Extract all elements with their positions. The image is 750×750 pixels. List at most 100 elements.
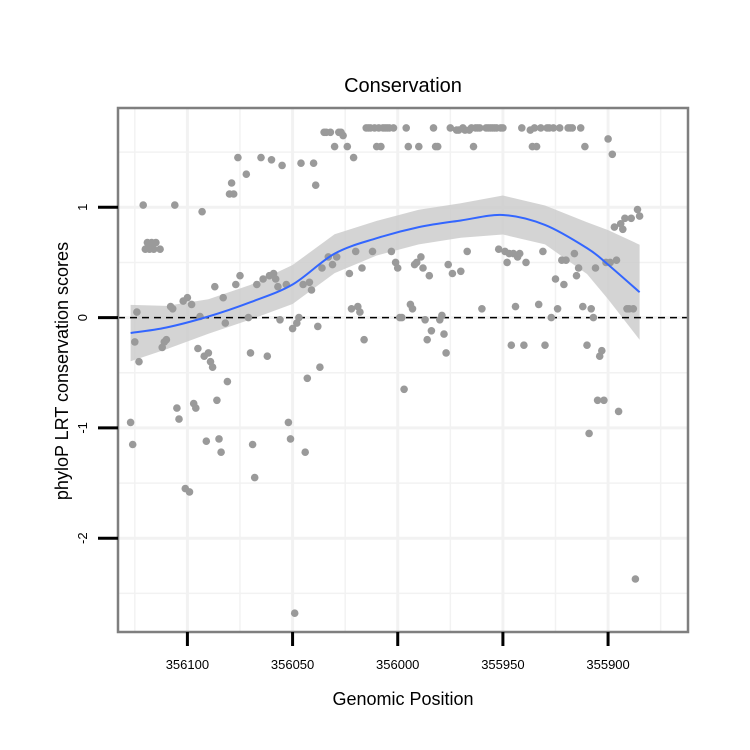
data-point	[267, 156, 276, 164]
data-point	[246, 349, 255, 357]
grid-lines	[118, 108, 688, 632]
data-point	[534, 300, 543, 309]
data-point	[150, 245, 158, 253]
data-point	[215, 435, 223, 443]
data-point	[507, 341, 516, 350]
data-point	[211, 282, 219, 291]
data-point	[551, 275, 560, 283]
data-point	[171, 201, 179, 209]
data-point	[221, 319, 230, 327]
data-point	[271, 275, 280, 283]
data-point	[257, 153, 265, 162]
data-point	[612, 256, 621, 265]
data-point	[425, 271, 434, 280]
data-point	[429, 124, 438, 132]
data-point	[499, 124, 507, 132]
data-point	[530, 124, 539, 132]
data-point	[133, 308, 141, 316]
data-point	[511, 302, 520, 311]
data-point	[562, 256, 570, 265]
data-point	[600, 396, 608, 405]
x-tick-label: 355900	[586, 657, 629, 672]
data-point	[537, 124, 545, 132]
data-point	[345, 269, 354, 278]
chart-title: Conservation	[344, 75, 462, 97]
data-point	[633, 205, 642, 214]
data-point	[339, 131, 347, 140]
data-point	[360, 335, 368, 344]
data-point	[427, 327, 436, 335]
data-point	[252, 280, 261, 289]
data-point	[194, 344, 202, 353]
data-point	[309, 159, 318, 167]
x-tick-label: 356100	[166, 657, 209, 672]
data-point	[156, 245, 164, 253]
data-point	[585, 429, 593, 438]
data-point	[276, 316, 284, 324]
data-point	[244, 313, 253, 322]
smooth-trend-line	[130, 213, 641, 334]
data-point	[229, 190, 238, 198]
data-point	[593, 396, 602, 405]
data-point	[305, 278, 314, 287]
data-point	[307, 286, 316, 294]
data-point	[311, 181, 320, 189]
data-point	[232, 280, 240, 289]
data-point	[423, 335, 432, 344]
data-point	[303, 374, 312, 383]
data-point	[135, 357, 143, 366]
data-point	[290, 609, 299, 617]
data-point	[469, 142, 478, 151]
plot-area	[118, 108, 688, 632]
data-point	[553, 305, 562, 313]
data-point	[446, 124, 455, 132]
confidence-band	[130, 195, 640, 362]
data-point	[242, 170, 251, 178]
data-point	[250, 473, 259, 482]
data-point	[598, 346, 606, 355]
data-point	[570, 249, 579, 258]
data-point	[608, 150, 617, 159]
data-point	[387, 247, 396, 256]
y-tick-label: -2	[75, 532, 90, 544]
data-point	[173, 404, 181, 412]
data-point	[398, 313, 406, 322]
data-point	[614, 407, 623, 416]
data-point	[332, 253, 341, 261]
data-point	[503, 258, 511, 267]
y-axis-title: phyloP LRT conservation scores	[52, 242, 72, 500]
data-point	[126, 418, 135, 427]
data-point	[574, 264, 583, 272]
data-point	[419, 264, 427, 272]
data-point	[358, 264, 366, 272]
data-point	[286, 435, 295, 443]
data-point	[518, 124, 526, 132]
data-point	[175, 415, 183, 423]
data-point	[343, 142, 352, 151]
data-point	[572, 271, 581, 280]
data-point	[152, 238, 160, 247]
data-point	[579, 302, 587, 311]
data-point	[301, 448, 310, 457]
data-point	[412, 258, 421, 267]
data-point	[377, 142, 385, 151]
data-point	[515, 249, 524, 258]
y-tick-label: 1	[75, 204, 90, 211]
data-point	[328, 260, 337, 269]
data-point	[351, 247, 360, 256]
data-point	[560, 280, 568, 289]
data-point	[635, 212, 644, 220]
data-point	[227, 179, 236, 187]
data-point	[404, 142, 413, 151]
data-point	[236, 271, 244, 280]
data-point	[591, 264, 600, 272]
data-point	[549, 124, 558, 132]
data-point	[284, 418, 293, 427]
data-point	[219, 293, 227, 302]
data-point	[589, 313, 598, 322]
data-point	[417, 253, 425, 261]
data-point	[368, 247, 377, 256]
data-point	[581, 142, 589, 151]
data-point	[393, 264, 402, 272]
plot-frame	[116, 106, 690, 634]
